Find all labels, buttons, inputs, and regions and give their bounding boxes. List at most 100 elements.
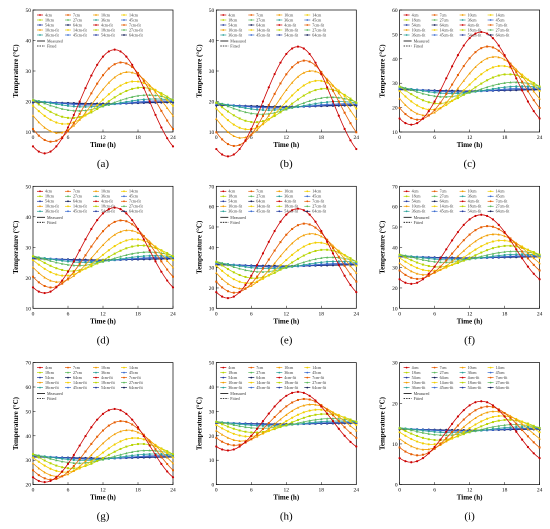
measured-point-45cm [215,262,218,265]
measured-point-7cm [538,106,541,109]
legend-marker [306,386,309,389]
measured-point-27cm [503,81,506,84]
measured-point-27cm [415,430,419,433]
measured-point-7cm [320,70,323,73]
legend-marker [123,190,125,193]
measured-point-14cm [49,271,52,274]
y-tick-label: 20 [209,434,215,440]
measured-point-36cm [273,108,276,112]
measured-point-18cm [462,259,465,262]
measured-point-7cm [416,118,419,121]
measured-point-14cm [84,267,87,270]
measured-point-14cm [427,443,430,446]
legend-marker [123,29,125,31]
measured-point-36cm [244,106,247,110]
y-tick-label: 20 [209,100,215,106]
measured-point-45cm [137,100,139,103]
measured-point-18cm [49,110,52,113]
measured-point-10cm [130,229,134,232]
measured-point-27cm [220,261,224,265]
measured-point-7cm [515,422,518,425]
measured-point-14cm [343,416,346,420]
legend-label: 36cm [284,17,294,22]
measured-point-45cm [215,103,218,106]
measured-point-27cm [78,264,81,267]
measured-point-7cm [521,428,524,431]
legend-marker [95,190,97,193]
measured-point-10cm [421,273,425,276]
measured-point-36cm [439,92,442,95]
measured-point-7cm [102,74,104,77]
legend-label: 64cm-fit [496,32,511,37]
measured-point-10cm [337,250,340,253]
measured-point-10cm [410,269,413,273]
legend-label: 10cm-fit [45,204,60,209]
measured-point-10cm [238,136,241,139]
legend-marker [306,376,309,379]
measured-point-7cm [61,282,64,285]
legend-marker [95,14,97,16]
measured-point-4cm [267,240,270,243]
measured-point-10cm [101,441,105,445]
measured-point-27cm [421,258,425,261]
measured-point-18cm [456,97,459,100]
legend-marker [306,205,309,208]
legend-marker [489,210,492,213]
legend-label: 7cm [256,12,264,17]
legend-label: 14cm-fit [440,204,455,209]
measured-point-10cm [285,88,288,91]
y-tick-label: 20 [392,401,398,407]
measured-point-18cm [404,430,407,433]
measured-point-14cm [267,429,270,433]
measured-point-4cm [526,100,530,103]
legend-label: 64cm [440,199,450,204]
measured-point-45cm [148,454,151,457]
measured-point-4cm [433,100,436,103]
measured-point-14cm [131,238,134,241]
measured-point-27cm [119,99,122,102]
legend-marker [278,190,281,193]
legend-marker [250,381,253,384]
legend-marker [306,210,309,213]
measured-point-4cm [154,453,157,457]
measured-point-45cm [308,104,311,107]
measured-point-14cm [107,249,110,252]
measured-point-14cm [238,280,241,283]
measured-point-4cm [439,89,442,92]
measured-point-7cm [226,290,229,293]
measured-point-36cm [49,456,52,459]
measured-point-18cm [261,120,264,123]
measured-point-4cm [451,422,454,425]
measured-point-27cm [148,93,151,96]
measured-point-4cm [244,139,247,142]
measured-point-14cm [125,81,128,84]
legend-label: 14cm [129,365,139,370]
measured-point-10cm [267,114,270,117]
measured-point-4cm [78,100,81,103]
measured-point-14cm [215,107,218,110]
measured-point-10cm [456,254,460,258]
panel-label: (d) [97,334,110,346]
legend-label: 64cm [440,375,450,380]
measured-point-18cm [90,462,93,465]
legend-label: 10cm [284,365,294,370]
legend-marker [278,381,281,384]
measured-point-10cm [244,136,247,139]
measured-point-4cm [326,86,329,89]
measured-point-4cm [37,479,40,483]
legend-label: 18cm [412,370,422,375]
measured-point-18cm [337,90,340,93]
measured-point-7cm [526,257,529,260]
measured-point-10cm [220,433,224,436]
measured-point-14cm [119,241,122,244]
measured-point-45cm [131,455,134,458]
measured-point-10cm [404,266,407,269]
measured-point-10cm [261,122,265,125]
measured-point-10cm [308,403,311,406]
measured-point-18cm [160,92,163,95]
measured-point-4cm [267,86,270,89]
measured-point-7cm [296,61,299,64]
measured-point-4cm [238,147,241,151]
measured-point-4cm [279,220,282,223]
legend-label: 4cm [412,189,420,194]
